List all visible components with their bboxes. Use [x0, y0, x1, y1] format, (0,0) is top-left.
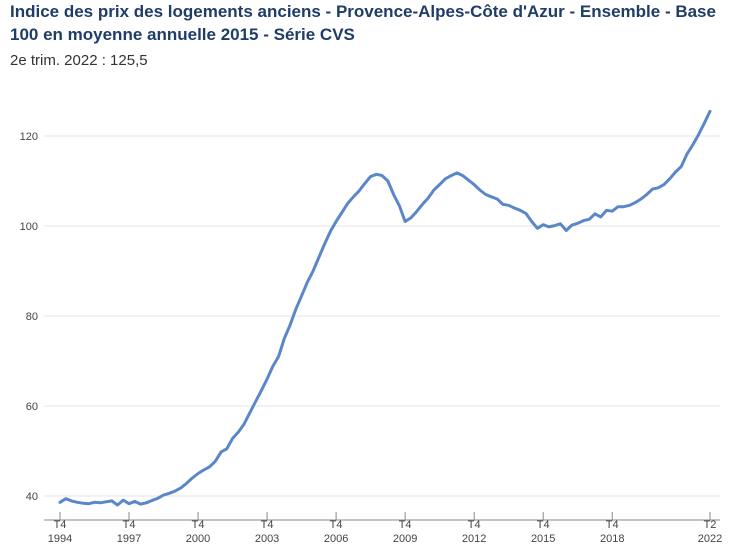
x-tick-year: 2015	[531, 533, 555, 545]
x-tick-year: 2009	[393, 533, 417, 545]
chart-title: Indice des prix des logements anciens - …	[10, 2, 716, 44]
y-tick-label: 80	[26, 311, 38, 323]
x-tick-quarter: T4	[537, 519, 550, 531]
x-tick-year: 2006	[324, 533, 348, 545]
chart-subtitle: 2e trim. 2022 : 125,5	[10, 52, 148, 69]
x-tick-quarter: T4	[261, 519, 274, 531]
x-tick-year: 1997	[117, 533, 141, 545]
x-tick-quarter: T4	[468, 519, 481, 531]
x-tick-quarter: T4	[192, 519, 205, 531]
x-tick-year: 1994	[48, 533, 72, 545]
x-tick-quarter: T2	[704, 519, 717, 531]
x-tick-quarter: T4	[123, 519, 136, 531]
y-axis: 40 60 80 100 120	[20, 131, 38, 503]
y-tick-label: 40	[26, 491, 38, 503]
x-tick-quarter: T4	[330, 519, 343, 531]
x-tick-quarter: T4	[606, 519, 619, 531]
x-tick-year: 2012	[462, 533, 486, 545]
x-axis: T4 1994 T4 1997 T4 2000 T4 2003 T4 2006 T4 2009 T4 20…	[44, 512, 722, 545]
grid-lines	[44, 135, 720, 497]
x-tick-quarter: T4	[54, 519, 67, 531]
x-tick-year: 2022	[698, 533, 722, 545]
x-tick-year: 2000	[186, 533, 210, 545]
x-tick-year: 2003	[255, 533, 279, 545]
y-tick-label: 100	[20, 221, 38, 233]
x-tick-year: 2018	[600, 533, 624, 545]
x-tick-quarter: T4	[399, 519, 412, 531]
series-layer	[58, 109, 712, 507]
series-line	[58, 109, 712, 507]
y-tick-label: 60	[26, 401, 38, 413]
y-tick-label: 120	[20, 131, 38, 143]
